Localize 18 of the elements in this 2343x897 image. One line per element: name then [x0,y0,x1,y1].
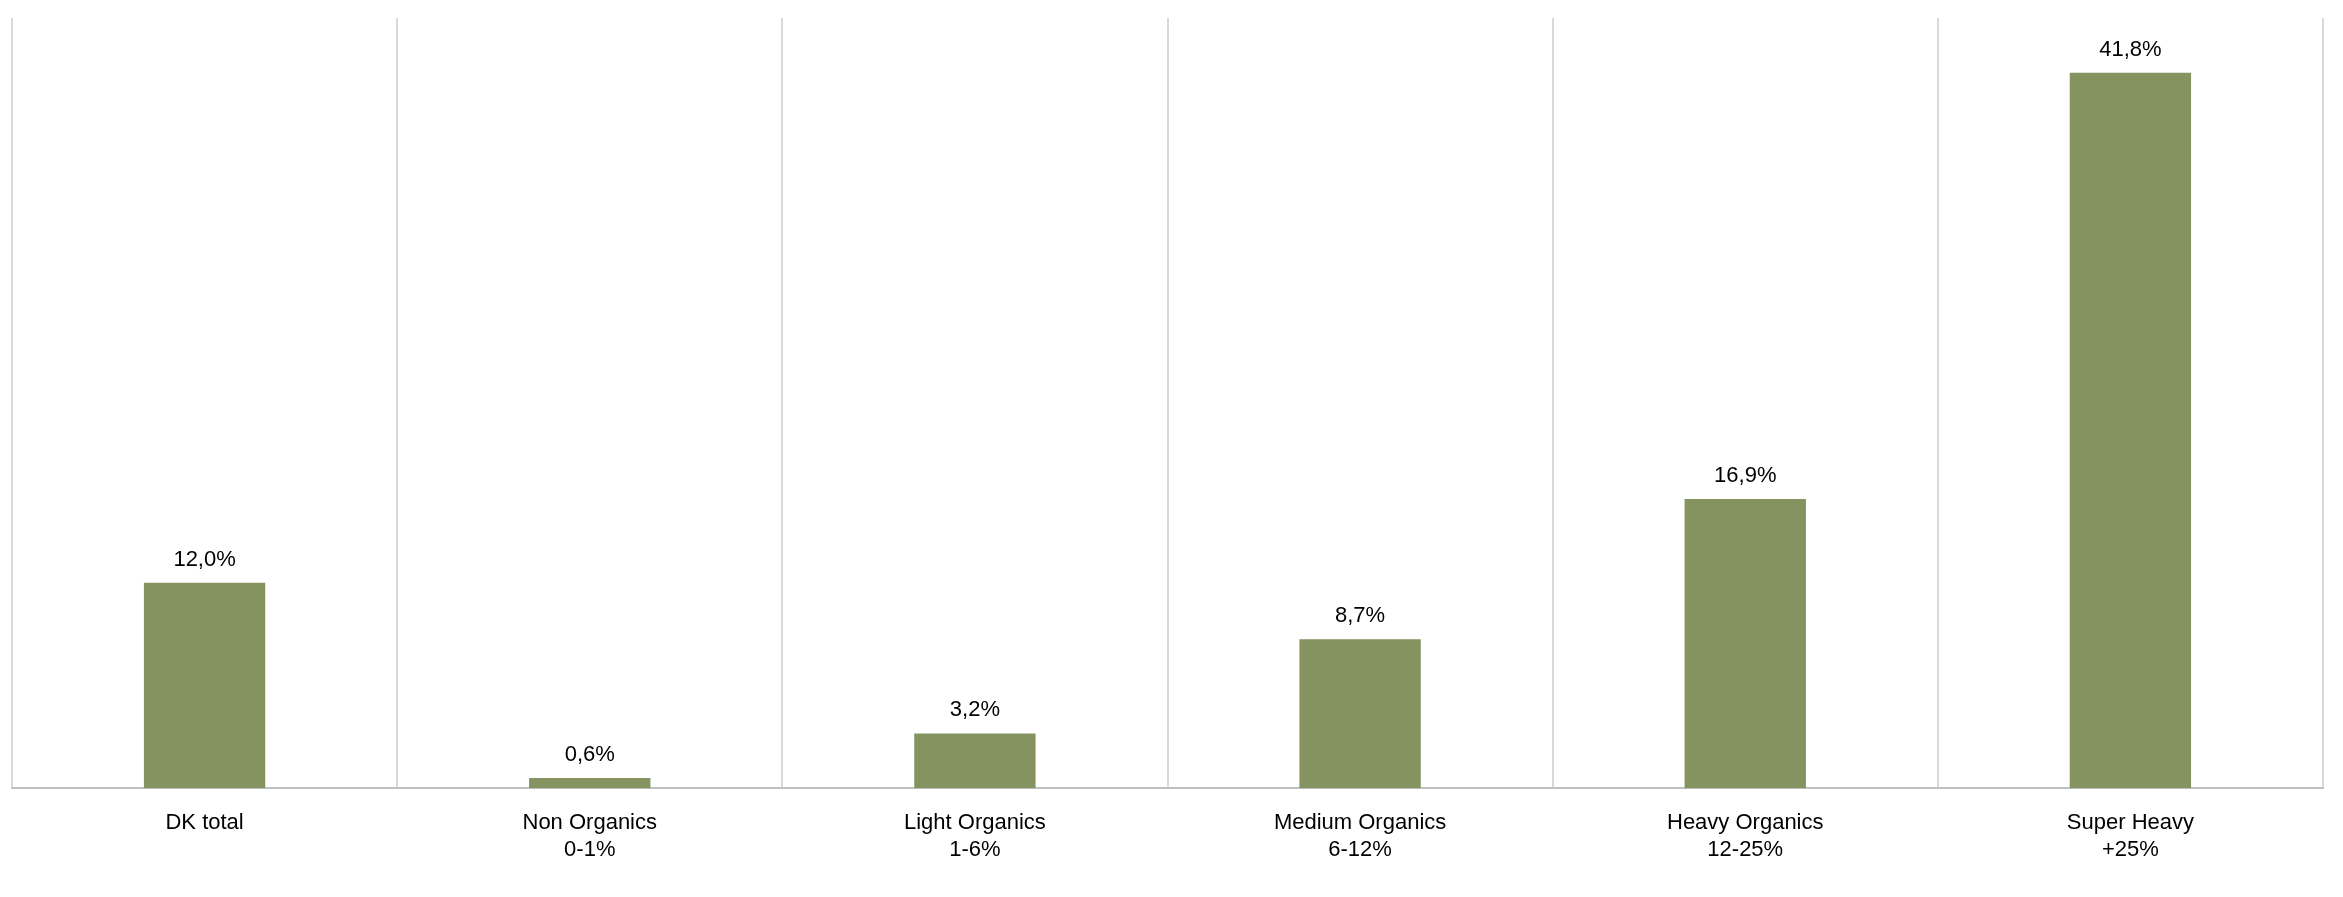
x-tick-label: DK total [165,809,244,835]
bar [143,582,266,789]
x-tick-label: Light Organics 1-6% [903,809,1046,861]
bar [529,777,651,789]
x-tick-label: Non Organics 0-1% [522,809,658,861]
data-label: 3,2% [949,696,1000,722]
data-label: 12,0% [173,545,236,571]
data-label: 41,8% [2099,35,2162,61]
data-label: 8,7% [1335,602,1386,628]
bar [1299,639,1421,789]
x-tick-label: Super Heavy +25% [2066,809,2195,861]
x-tick-label: Medium Organics 6-12% [1273,809,1447,861]
data-label: 0,6% [564,740,615,766]
bar [1684,498,1806,789]
x-tick-label: Heavy Organics 12-25% [1666,809,1824,861]
bar [2069,72,2192,789]
data-label: 16,9% [1714,462,1777,488]
bar [914,733,1036,789]
